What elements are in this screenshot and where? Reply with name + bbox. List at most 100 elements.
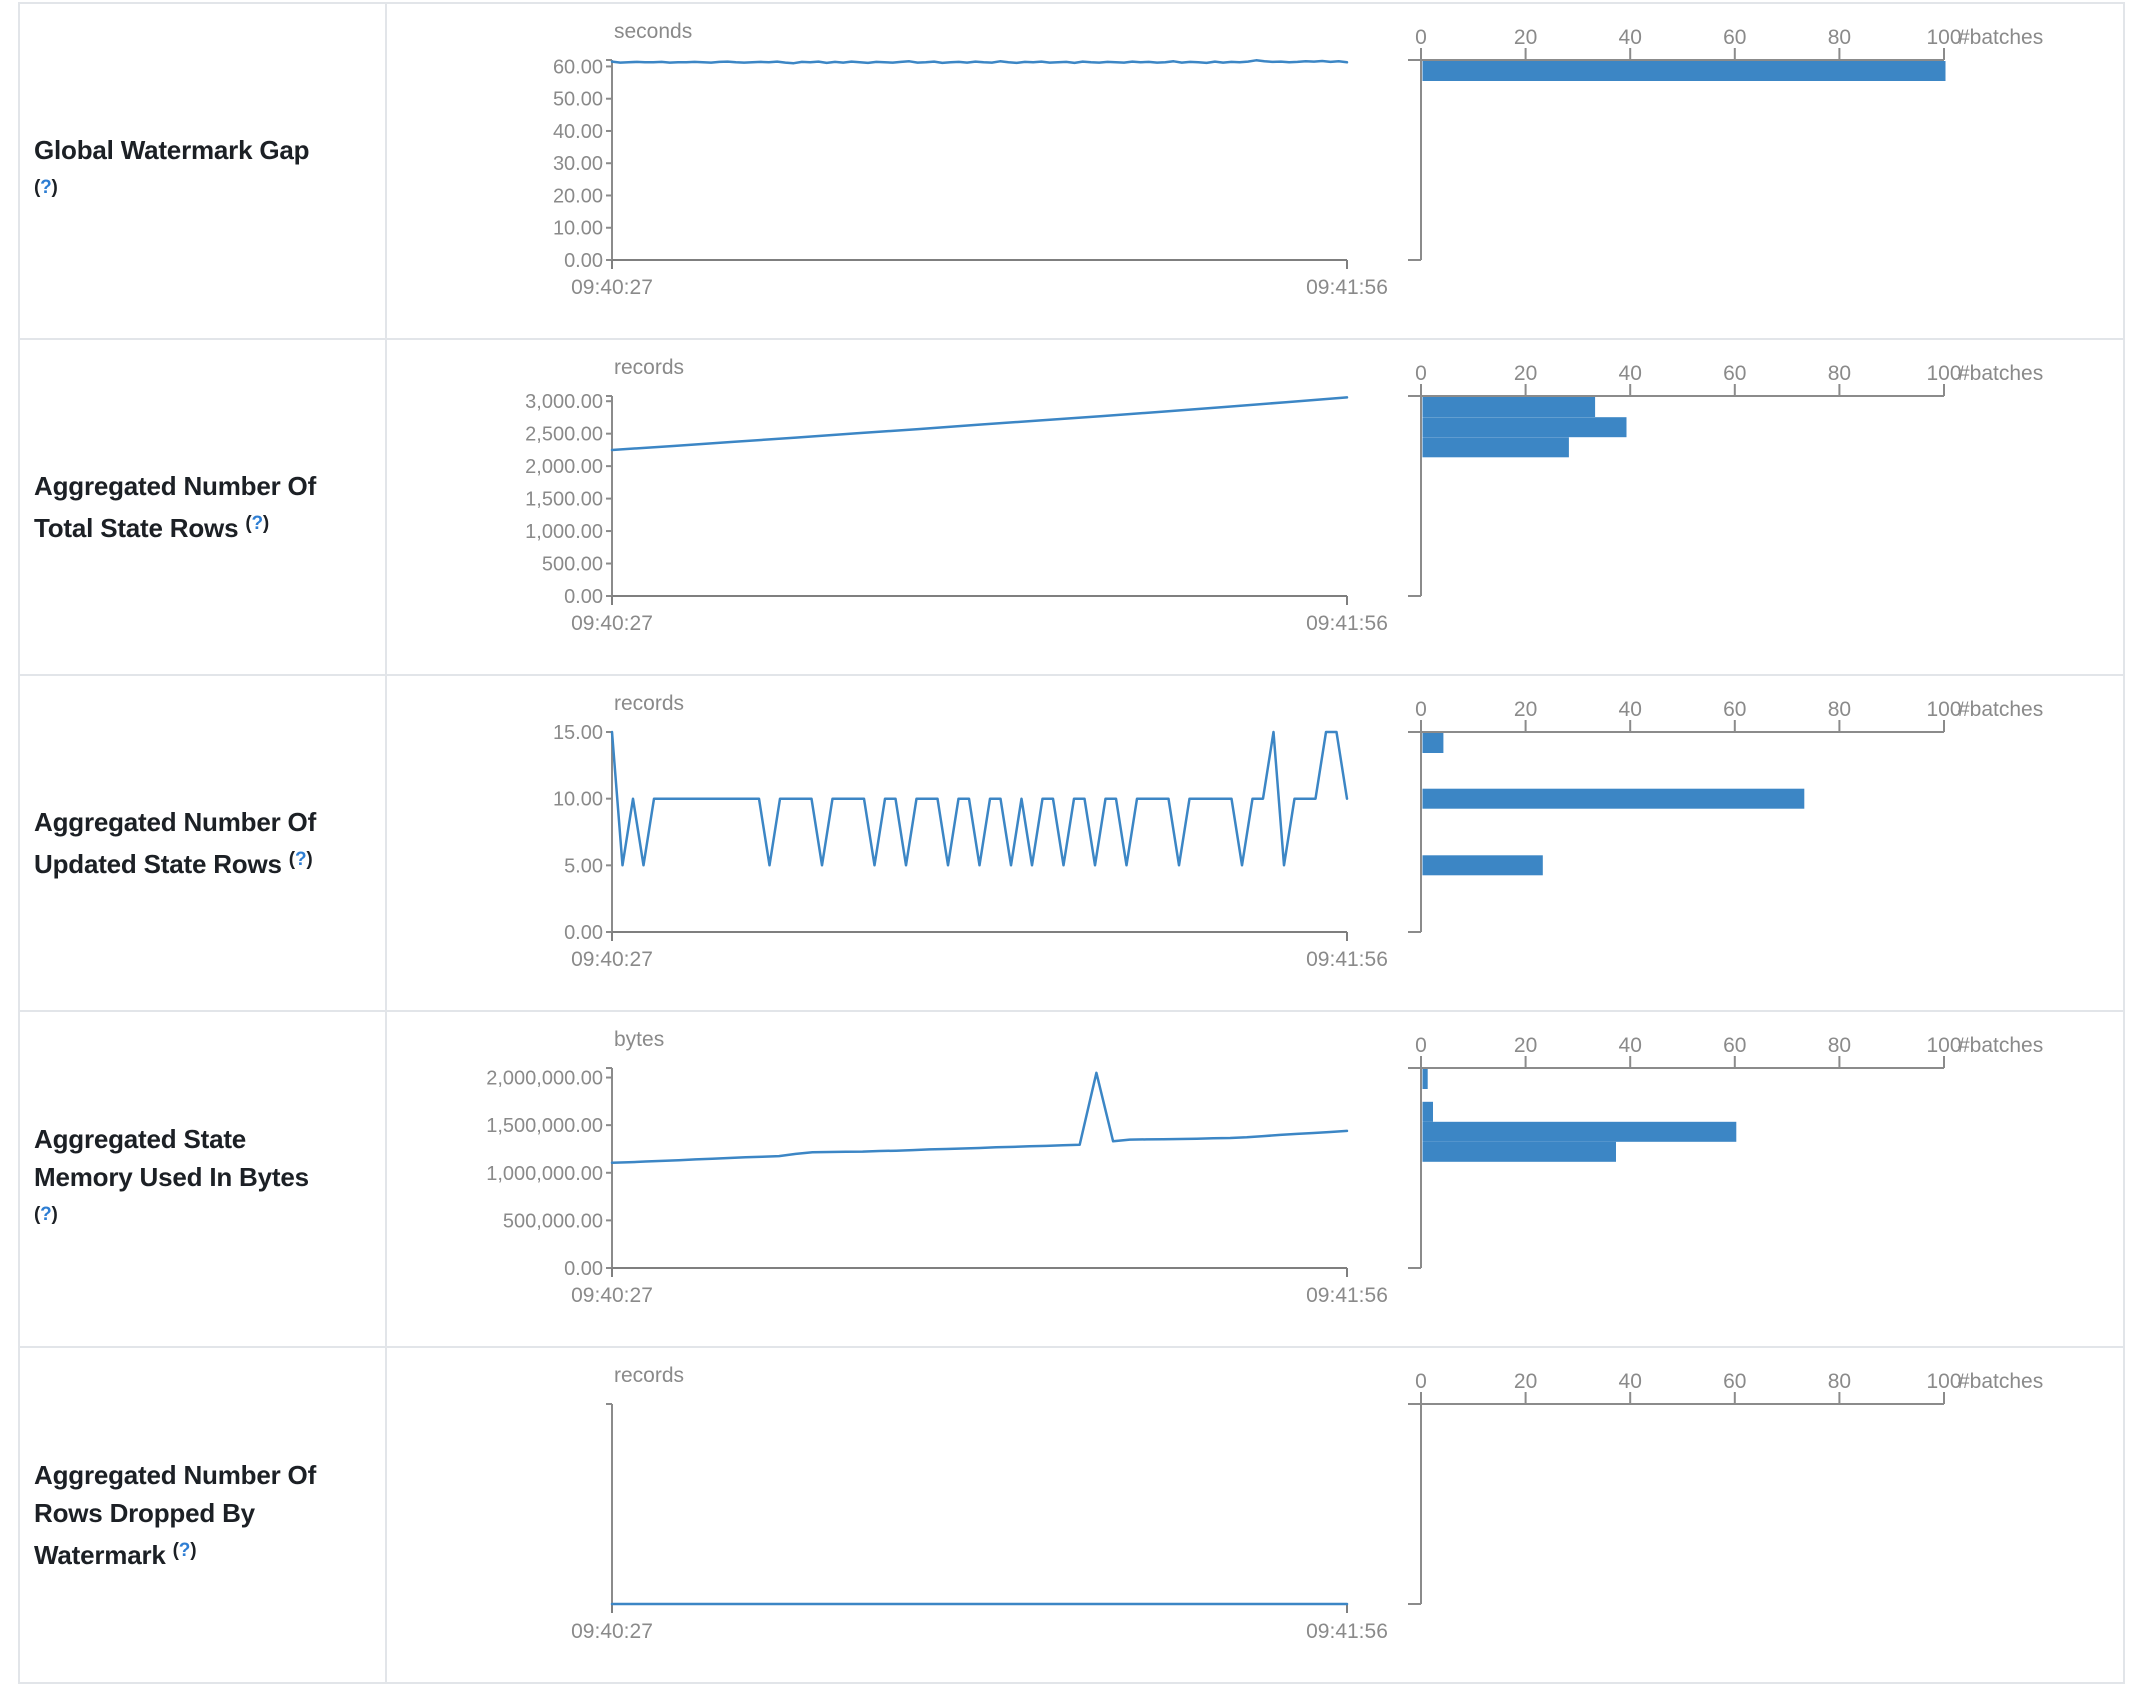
timeline-chart-global-watermark-gap: seconds 60.00 50.00 40.00 30.00 20.00 10.00 0.0… bbox=[553, 20, 1388, 299]
metric-label-text: Aggregated Number Of bbox=[34, 471, 317, 501]
hist-tick-label: 20 bbox=[1514, 1034, 1537, 1057]
metric-label-line: Aggregated Number Of bbox=[34, 1456, 385, 1494]
hist-tick-label: 20 bbox=[1514, 698, 1537, 721]
y-tick-label: 20.00 bbox=[553, 185, 603, 207]
hist-tick-label: 80 bbox=[1828, 1034, 1851, 1057]
histogram-bar bbox=[1422, 1069, 1428, 1089]
hist-tick-label: 40 bbox=[1619, 1370, 1642, 1393]
metric-label: Aggregated Number Of Updated State Rows (… bbox=[20, 676, 387, 1010]
timeline-chart-aggregated-number-of-updated-state-rows: records 15.00 10.00 5.00 0.00 09:40:27 09:41:5… bbox=[553, 692, 1388, 971]
metric-label: Global Watermark Gap (?) bbox=[20, 4, 387, 338]
metric-label-line: Rows Dropped By bbox=[34, 1494, 385, 1532]
hist-tick-label: 60 bbox=[1723, 1034, 1746, 1057]
y-tick-label: 1,000,000.00 bbox=[486, 1163, 603, 1185]
hist-tick-label: 0 bbox=[1415, 1370, 1427, 1393]
x-start-time-label: 09:40:27 bbox=[571, 948, 653, 971]
x-end-time-label: 09:41:56 bbox=[1306, 948, 1388, 971]
charts-cell: records 15.00 10.00 5.00 0.00 09:40:27 09:41:5… bbox=[387, 676, 2123, 1010]
metric-label-line: Aggregated Number Of bbox=[34, 467, 385, 505]
help-link[interactable]: (?) bbox=[34, 1204, 58, 1225]
histogram-bar bbox=[1422, 417, 1627, 438]
metric-label-line: Updated State Rows (?) bbox=[34, 841, 385, 883]
hist-tick-label: 100 bbox=[1926, 1370, 1961, 1393]
hist-tick-label: 0 bbox=[1415, 1034, 1427, 1057]
metric-label-text: Aggregated State bbox=[34, 1124, 247, 1154]
metric-row-aggregated-number-of-total-state-rows: Aggregated Number Of Total State Rows (?)… bbox=[20, 340, 2123, 676]
hist-tick-label: 40 bbox=[1619, 1034, 1642, 1057]
unit-label: records bbox=[614, 692, 684, 715]
metric-label-line: Watermark (?) bbox=[34, 1532, 385, 1574]
hist-tick-label: 0 bbox=[1415, 698, 1427, 721]
charts-cell: bytes 2,000,000.00 1,500,000.00 1,000,000.0… bbox=[387, 1012, 2123, 1346]
histogram-bar bbox=[1422, 437, 1569, 458]
hist-axis-title: #batches bbox=[1958, 362, 2043, 385]
timeline-series-line bbox=[610, 59, 1349, 65]
metric-label-line: (?) bbox=[34, 169, 385, 211]
y-tick-label: 500.00 bbox=[542, 554, 603, 576]
question-mark-icon: ? bbox=[251, 513, 264, 534]
hist-tick-label: 100 bbox=[1926, 26, 1961, 49]
hist-tick-label: 80 bbox=[1828, 362, 1851, 385]
timeline-series-line bbox=[610, 396, 1349, 452]
y-tick-label: 30.00 bbox=[553, 153, 603, 175]
metric-label: Aggregated Number Of Total State Rows (?) bbox=[20, 340, 387, 674]
timeline-series-line bbox=[610, 730, 1349, 867]
y-tick-label: 10.00 bbox=[553, 218, 603, 240]
charts-cell: records 09:40:27 09:41:56 0 20 40 60 80 100 #batc… bbox=[387, 1348, 2123, 1682]
hist-axis-title: #batches bbox=[1958, 1370, 2043, 1393]
hist-tick-label: 20 bbox=[1514, 1370, 1537, 1393]
timeline-chart-aggregated-number-of-rows-dropped-by-watermark: records 09:40:27 09:41:56 bbox=[571, 1364, 1388, 1643]
help-link[interactable]: (?) bbox=[172, 1540, 197, 1561]
metric-label-text: Updated State Rows bbox=[34, 849, 289, 879]
metric-label-line: (?) bbox=[34, 1196, 385, 1238]
question-mark-icon: ? bbox=[178, 1540, 191, 1561]
help-link[interactable]: (?) bbox=[245, 513, 270, 534]
hist-tick-label: 40 bbox=[1619, 362, 1642, 385]
unit-label: records bbox=[614, 1364, 684, 1387]
histogram-bar bbox=[1422, 61, 1946, 81]
hist-axis-title: #batches bbox=[1958, 1034, 2043, 1057]
y-tick-label: 50.00 bbox=[553, 89, 603, 111]
y-tick-label: 60.00 bbox=[553, 56, 603, 78]
metric-label: Aggregated State Memory Used In Bytes (?) bbox=[20, 1012, 387, 1346]
histogram-chart-aggregated-number-of-rows-dropped-by-watermark: 0 20 40 60 80 100#batches bbox=[1408, 1370, 2043, 1605]
y-tick-label: 2,000,000.00 bbox=[486, 1068, 603, 1090]
metric-label-line: Total State Rows (?) bbox=[34, 505, 385, 547]
help-link[interactable]: (?) bbox=[34, 177, 58, 198]
hist-tick-label: 60 bbox=[1723, 1370, 1746, 1393]
hist-tick-label: 60 bbox=[1723, 26, 1746, 49]
hist-tick-label: 20 bbox=[1514, 26, 1537, 49]
charts-cell: records 3,000.00 2,500.00 2,000.00 1,500.00 1… bbox=[387, 340, 2123, 674]
histogram-chart-global-watermark-gap: 0 20 40 60 80 100#batches bbox=[1408, 26, 2043, 261]
metric-label-line: Aggregated State bbox=[34, 1120, 385, 1158]
histogram-chart-aggregated-number-of-updated-state-rows: 0 20 40 60 80 100#batches bbox=[1408, 698, 2043, 933]
hist-tick-label: 40 bbox=[1619, 26, 1642, 49]
y-tick-label: 1,500.00 bbox=[525, 489, 603, 511]
question-mark-icon: ? bbox=[40, 177, 52, 198]
y-tick-label: 5.00 bbox=[564, 855, 603, 877]
y-tick-label: 1,500,000.00 bbox=[486, 1115, 603, 1137]
x-start-time-label: 09:40:27 bbox=[571, 1284, 653, 1307]
hist-tick-label: 80 bbox=[1828, 1370, 1851, 1393]
hist-tick-label: 100 bbox=[1926, 698, 1961, 721]
help-link[interactable]: (?) bbox=[288, 849, 313, 870]
y-tick-label: 0.00 bbox=[564, 250, 603, 272]
histogram-bar bbox=[1422, 855, 1543, 876]
hist-tick-label: 40 bbox=[1619, 698, 1642, 721]
y-tick-label: 15.00 bbox=[553, 722, 603, 744]
metric-label-text: Aggregated Number Of bbox=[34, 807, 317, 837]
metrics-table: Global Watermark Gap (?) seconds 60.00 50.00… bbox=[18, 2, 2125, 1684]
metric-label-text: Total State Rows bbox=[34, 513, 246, 543]
x-start-time-label: 09:40:27 bbox=[571, 612, 653, 635]
metric-row-aggregated-state-memory-used-in-bytes: Aggregated State Memory Used In Bytes (?) b… bbox=[20, 1012, 2123, 1348]
histogram-bar bbox=[1422, 1121, 1737, 1142]
unit-label: bytes bbox=[614, 1028, 664, 1051]
histogram-chart-aggregated-state-memory-used-in-bytes: 0 20 40 60 80 100#batches bbox=[1408, 1034, 2043, 1269]
metric-row-global-watermark-gap: Global Watermark Gap (?) seconds 60.00 50.00… bbox=[20, 4, 2123, 340]
timeline-chart-aggregated-state-memory-used-in-bytes: bytes 2,000,000.00 1,500,000.00 1,000,000.0… bbox=[486, 1028, 1388, 1307]
metric-label-text: Rows Dropped By bbox=[34, 1498, 255, 1528]
charts-cell: seconds 60.00 50.00 40.00 30.00 20.00 10.00 0.0… bbox=[387, 4, 2123, 338]
hist-axis-title: #batches bbox=[1958, 698, 2043, 721]
y-tick-label: 0.00 bbox=[564, 586, 603, 608]
